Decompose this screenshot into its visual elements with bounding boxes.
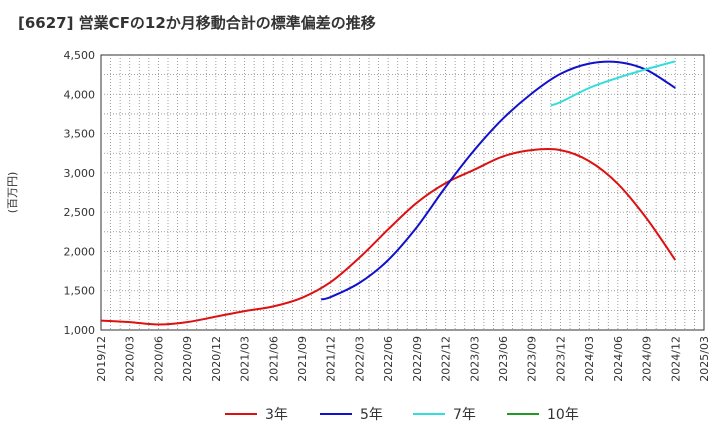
legend-layer: 3年 5年 7年 10年 bbox=[225, 407, 579, 423]
y-tick-label: 4,000 bbox=[64, 88, 96, 101]
series-line-1 bbox=[100, 147, 677, 326]
x-tick-label: 2024/12 bbox=[669, 336, 682, 382]
x-tick-label: 2021/09 bbox=[296, 336, 309, 382]
x-tick-label: 2023/06 bbox=[497, 336, 510, 382]
x-tick-label: 2022/06 bbox=[382, 336, 395, 382]
x-tick-label: 2023/12 bbox=[554, 336, 567, 382]
axis-layer: 1,000 1,500 2,000 2,500 3,000 3,500 4,000 4,500… bbox=[6, 49, 711, 382]
x-tick-label: 2020/09 bbox=[181, 336, 194, 382]
y-tick-label: 2,500 bbox=[64, 206, 96, 219]
x-tick-label: 2022/03 bbox=[353, 336, 366, 382]
y-tick-label: 3,000 bbox=[64, 167, 96, 180]
x-tick-label: 2023/09 bbox=[526, 336, 539, 382]
x-tick-label: 2021/06 bbox=[267, 336, 280, 382]
x-tick-label: 2019/12 bbox=[95, 336, 108, 382]
x-tick-label: 2025/03 bbox=[698, 336, 711, 382]
y-tick-label: 2,000 bbox=[64, 245, 96, 258]
y-tick-label: 1,500 bbox=[64, 285, 96, 298]
x-tick-label: 2022/12 bbox=[440, 336, 453, 382]
plot-area bbox=[100, 54, 705, 331]
chart-title: [6627] 営業CFの12か月移動合計の標準偏差の推移 bbox=[18, 14, 376, 32]
y-tick-label: 4,500 bbox=[64, 49, 96, 62]
grid-layer bbox=[100, 54, 705, 331]
x-tick-label: 2020/06 bbox=[152, 336, 165, 382]
series-line-3 bbox=[550, 60, 676, 107]
x-tick-label: 2020/03 bbox=[124, 336, 137, 382]
legend-label-1: 3年 bbox=[265, 407, 288, 423]
legend-label-3: 7年 bbox=[453, 407, 476, 423]
y-axis-label: (百万円) bbox=[6, 172, 19, 214]
y-tick-label: 3,500 bbox=[64, 128, 96, 141]
x-tick-label: 2022/09 bbox=[411, 336, 424, 382]
x-tick-label: 2023/03 bbox=[468, 336, 481, 382]
legend-label-2: 5年 bbox=[360, 407, 383, 423]
y-tick-label: 1,000 bbox=[64, 324, 96, 337]
x-tick-label: 2024/09 bbox=[641, 336, 654, 382]
x-tick-label: 2021/03 bbox=[239, 336, 252, 382]
x-tick-label: 2020/12 bbox=[210, 336, 223, 382]
series-line-2 bbox=[320, 60, 676, 301]
x-tick-label: 2024/03 bbox=[583, 336, 596, 382]
series-layer bbox=[100, 60, 677, 326]
legend-label-4: 10年 bbox=[547, 407, 579, 423]
x-tick-label: 2024/06 bbox=[612, 336, 625, 382]
x-tick-label: 2021/12 bbox=[325, 336, 338, 382]
